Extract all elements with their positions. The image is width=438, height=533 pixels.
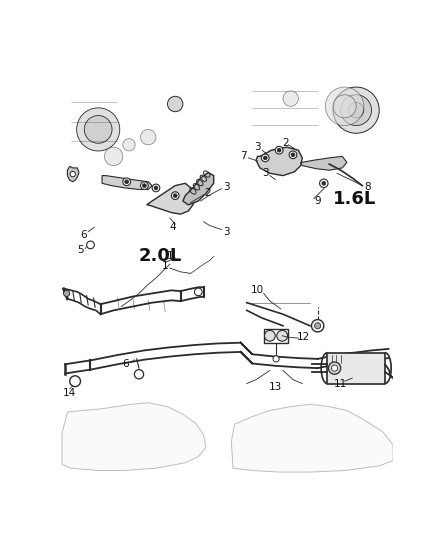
- Text: 4: 4: [170, 222, 176, 232]
- Text: 1.6L: 1.6L: [333, 190, 376, 208]
- Circle shape: [194, 288, 202, 296]
- Text: 2: 2: [204, 188, 211, 198]
- Text: 11: 11: [334, 378, 347, 389]
- Polygon shape: [231, 405, 393, 472]
- Circle shape: [328, 362, 341, 374]
- Circle shape: [265, 330, 276, 341]
- Polygon shape: [147, 183, 196, 214]
- Circle shape: [154, 186, 158, 190]
- Polygon shape: [102, 175, 152, 189]
- Circle shape: [87, 241, 94, 249]
- Bar: [327, 353, 385, 384]
- Circle shape: [277, 330, 288, 341]
- Circle shape: [273, 356, 279, 362]
- Circle shape: [349, 102, 364, 118]
- Circle shape: [261, 154, 269, 161]
- Circle shape: [123, 178, 131, 185]
- Text: 13: 13: [268, 382, 282, 392]
- Circle shape: [320, 179, 328, 188]
- Text: 6: 6: [80, 230, 87, 240]
- Circle shape: [314, 322, 321, 329]
- Circle shape: [142, 184, 146, 188]
- Text: 5: 5: [77, 245, 84, 255]
- Polygon shape: [62, 403, 206, 471]
- Bar: [264, 329, 288, 343]
- Polygon shape: [67, 166, 79, 182]
- Circle shape: [125, 180, 129, 184]
- Circle shape: [289, 151, 297, 159]
- Circle shape: [322, 181, 326, 185]
- Circle shape: [333, 95, 356, 118]
- Text: 2: 2: [282, 138, 289, 148]
- Text: 6: 6: [122, 359, 128, 369]
- Circle shape: [64, 290, 70, 296]
- Circle shape: [141, 182, 148, 189]
- Text: 3: 3: [254, 142, 261, 152]
- Circle shape: [341, 95, 371, 126]
- Circle shape: [152, 184, 160, 192]
- Text: 12: 12: [297, 332, 311, 342]
- Circle shape: [277, 148, 281, 152]
- Circle shape: [123, 139, 135, 151]
- Text: 14: 14: [63, 387, 76, 398]
- Circle shape: [70, 376, 81, 386]
- Circle shape: [85, 116, 112, 143]
- Polygon shape: [256, 147, 302, 175]
- Text: 10: 10: [251, 285, 264, 295]
- Circle shape: [311, 320, 324, 332]
- Circle shape: [134, 370, 144, 379]
- Polygon shape: [183, 173, 214, 205]
- Circle shape: [325, 87, 364, 126]
- Circle shape: [276, 147, 283, 154]
- Text: 7: 7: [240, 151, 247, 161]
- Text: 1: 1: [162, 261, 169, 271]
- Circle shape: [167, 96, 183, 112]
- Circle shape: [171, 192, 179, 199]
- Text: 9: 9: [314, 196, 321, 206]
- Text: 8: 8: [364, 182, 371, 192]
- Polygon shape: [301, 156, 347, 170]
- Circle shape: [291, 153, 295, 157]
- Text: 2.0L: 2.0L: [138, 247, 181, 265]
- Text: 3: 3: [223, 182, 230, 192]
- Text: 3: 3: [223, 227, 230, 237]
- Circle shape: [77, 108, 120, 151]
- Circle shape: [332, 365, 338, 371]
- Circle shape: [333, 87, 379, 133]
- Circle shape: [104, 147, 123, 166]
- Circle shape: [141, 130, 156, 145]
- Circle shape: [70, 172, 75, 177]
- Circle shape: [283, 91, 298, 106]
- Text: 1: 1: [166, 252, 173, 262]
- Text: 3: 3: [262, 168, 268, 179]
- Circle shape: [173, 193, 177, 198]
- Circle shape: [263, 156, 267, 160]
